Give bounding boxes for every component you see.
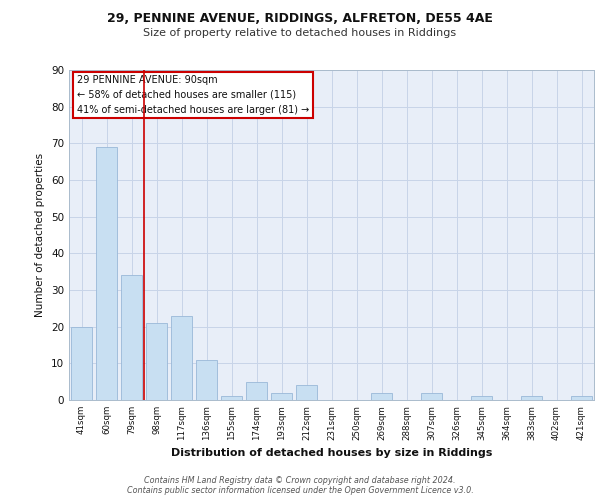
Bar — [246, 382, 267, 400]
Bar — [421, 392, 442, 400]
Text: 29, PENNINE AVENUE, RIDDINGS, ALFRETON, DE55 4AE: 29, PENNINE AVENUE, RIDDINGS, ALFRETON, … — [107, 12, 493, 26]
Text: Contains HM Land Registry data © Crown copyright and database right 2024.
Contai: Contains HM Land Registry data © Crown c… — [127, 476, 473, 495]
Bar — [121, 276, 142, 400]
Bar — [571, 396, 592, 400]
Bar — [71, 326, 92, 400]
Bar — [521, 396, 542, 400]
Bar — [196, 360, 217, 400]
Bar — [296, 386, 317, 400]
X-axis label: Distribution of detached houses by size in Riddings: Distribution of detached houses by size … — [171, 448, 492, 458]
Text: 29 PENNINE AVENUE: 90sqm
← 58% of detached houses are smaller (115)
41% of semi-: 29 PENNINE AVENUE: 90sqm ← 58% of detach… — [77, 75, 309, 114]
Text: Size of property relative to detached houses in Riddings: Size of property relative to detached ho… — [143, 28, 457, 38]
Bar — [271, 392, 292, 400]
Bar — [171, 316, 192, 400]
Bar — [371, 392, 392, 400]
Bar — [146, 323, 167, 400]
Bar — [221, 396, 242, 400]
Bar — [471, 396, 492, 400]
Bar — [96, 147, 117, 400]
Y-axis label: Number of detached properties: Number of detached properties — [35, 153, 46, 317]
